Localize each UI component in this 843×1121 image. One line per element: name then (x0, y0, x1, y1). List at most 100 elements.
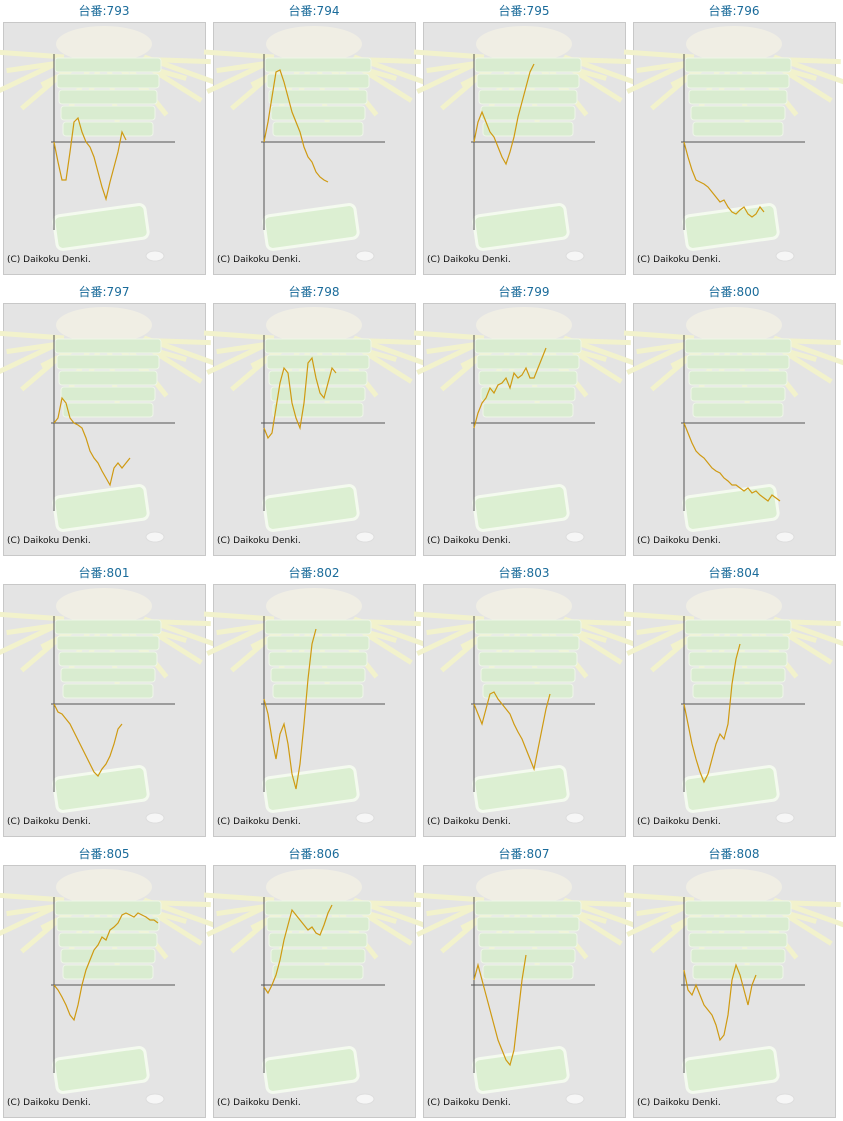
stack-deco (270, 667, 366, 683)
stack-deco (58, 89, 158, 105)
copyright: (C) Daikoku Denki. (217, 1098, 301, 1108)
stack-deco (58, 932, 158, 948)
stack-deco (692, 402, 784, 418)
tray-deco (262, 765, 360, 813)
copyright: (C) Daikoku Denki. (217, 536, 301, 546)
ray (413, 49, 485, 60)
ray (623, 892, 695, 903)
stack-deco (60, 948, 156, 964)
chart-panel: (C) Daikoku Denki. (203, 303, 425, 556)
stack-deco (272, 683, 364, 699)
data-line (263, 356, 337, 440)
copyright: (C) Daikoku Denki. (637, 817, 721, 827)
ray (623, 49, 695, 60)
data-line (53, 116, 127, 202)
stack-deco (264, 57, 372, 73)
data-line (473, 347, 547, 429)
stack-deco (54, 57, 162, 73)
stack-deco (268, 89, 368, 105)
coin-deco (355, 250, 375, 262)
coin-deco (775, 531, 795, 543)
stack-deco (684, 57, 792, 73)
chart-panel: (C) Daikoku Denki. (0, 584, 215, 837)
stack-deco (266, 354, 370, 370)
chart-panel: (C) Daikoku Denki. (413, 865, 635, 1118)
coin-deco (355, 1093, 375, 1105)
copyright: (C) Daikoku Denki. (7, 255, 91, 265)
top-deco (476, 869, 572, 905)
chart-title: 台番:804 (709, 565, 760, 580)
stack-deco (684, 338, 792, 354)
copyright: (C) Daikoku Denki. (637, 536, 721, 546)
stack-deco (482, 683, 574, 699)
stack-deco (56, 73, 160, 89)
copyright: (C) Daikoku Denki. (217, 255, 301, 265)
coin-deco (145, 250, 165, 262)
tray-deco (472, 1046, 570, 1094)
chart-panel: (C) Daikoku Denki. (623, 865, 843, 1118)
chart-panel: (C) Daikoku Denki. (0, 303, 215, 556)
ray (413, 892, 485, 903)
stack-deco (54, 619, 162, 635)
top-deco (266, 307, 362, 343)
coin-deco (565, 531, 585, 543)
stack-deco (264, 338, 372, 354)
top-deco (476, 307, 572, 343)
chart-title: 台番:794 (289, 3, 340, 18)
stack-deco (270, 948, 366, 964)
chart-panel: (C) Daikoku Denki. (0, 865, 215, 1118)
copyright: (C) Daikoku Denki. (427, 1098, 511, 1108)
stack-deco (268, 932, 368, 948)
ray (0, 611, 65, 622)
stack-deco (478, 932, 578, 948)
stack-deco (62, 683, 154, 699)
stack-deco (476, 916, 580, 932)
chart-title: 台番:797 (79, 284, 130, 299)
stack-deco (690, 667, 786, 683)
stack-deco (688, 932, 788, 948)
stack-deco (62, 964, 154, 980)
top-deco (266, 588, 362, 624)
stack-deco (476, 635, 580, 651)
stack-deco (690, 948, 786, 964)
copyright: (C) Daikoku Denki. (637, 1098, 721, 1108)
stack-deco (268, 370, 368, 386)
top-deco (266, 869, 362, 905)
stack-deco (474, 619, 582, 635)
stack-deco (480, 105, 576, 121)
top-deco (686, 869, 782, 905)
ray (203, 892, 275, 903)
chart-title: 台番:805 (79, 846, 130, 861)
stack-deco (56, 635, 160, 651)
copyright: (C) Daikoku Denki. (7, 1098, 91, 1108)
stack-deco (688, 651, 788, 667)
stack-deco (684, 900, 792, 916)
stack-deco (266, 916, 370, 932)
data-line (473, 63, 535, 166)
ray (413, 611, 485, 622)
stack-deco (478, 89, 578, 105)
ray (203, 611, 275, 622)
top-deco (266, 26, 362, 62)
chart-panel: (C) Daikoku Denki. (413, 584, 635, 837)
data-line (263, 628, 317, 790)
chart-panel: (C) Daikoku Denki. (623, 584, 843, 837)
tray-deco (52, 484, 150, 532)
ray (0, 892, 65, 903)
coin-deco (565, 812, 585, 824)
coin-deco (145, 1093, 165, 1105)
stack-deco (686, 354, 790, 370)
stack-deco (686, 916, 790, 932)
stack-deco (688, 89, 788, 105)
stack-deco (60, 386, 156, 402)
ray (0, 49, 65, 60)
copyright: (C) Daikoku Denki. (427, 255, 511, 265)
chart-title: 台番:806 (289, 846, 340, 861)
copyright: (C) Daikoku Denki. (7, 817, 91, 827)
chart-title: 台番:801 (79, 565, 130, 580)
data-line (473, 691, 551, 772)
ray (623, 330, 695, 341)
coin-deco (775, 1093, 795, 1105)
chart-panel: (C) Daikoku Denki. (413, 303, 635, 556)
